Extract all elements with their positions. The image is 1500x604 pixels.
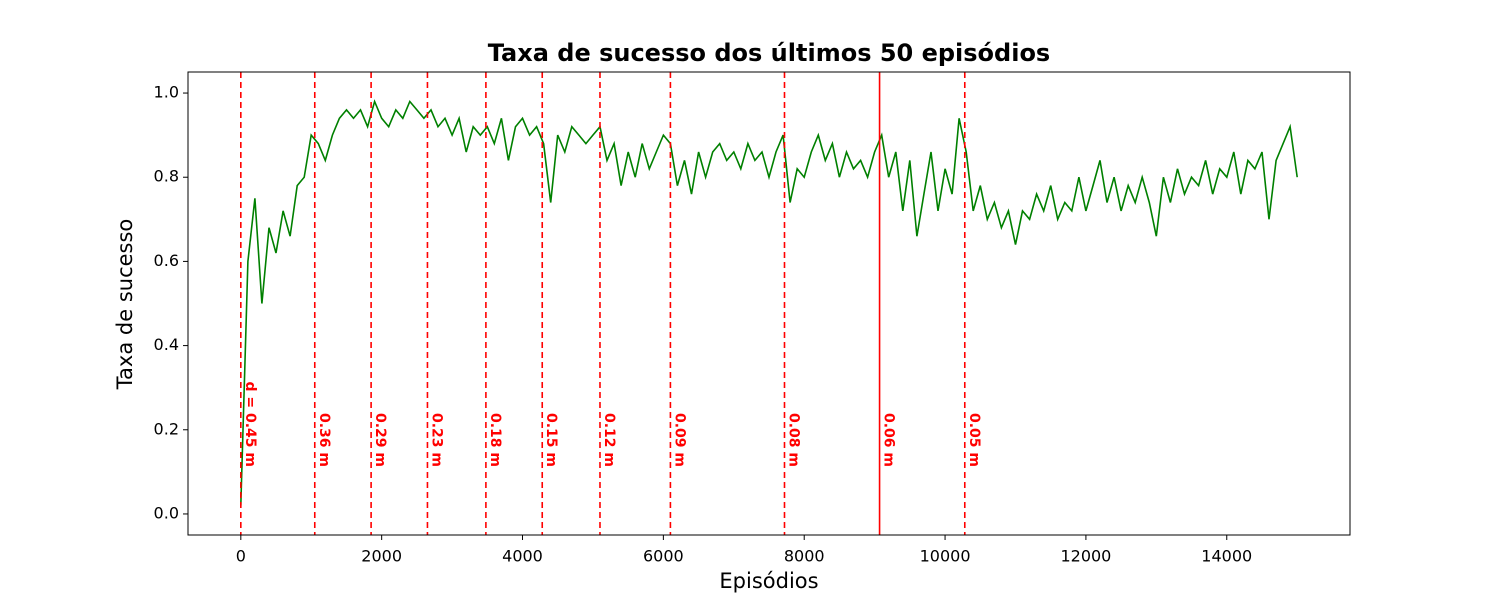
x-tick-label: 10000 <box>920 547 971 566</box>
plot-frame <box>187 71 1351 536</box>
threshold-label: 0.09 m <box>671 413 687 467</box>
x-tick-label: 8000 <box>784 547 825 566</box>
threshold-label: 0.23 m <box>428 413 444 467</box>
threshold-label: 0.36 m <box>316 413 332 467</box>
threshold-label: 0.06 m <box>881 413 897 467</box>
x-tick-label: 0 <box>236 547 246 566</box>
x-tick-label: 12000 <box>1060 547 1111 566</box>
y-axis-label: Taxa de sucesso <box>113 219 137 391</box>
x-tick-label: 2000 <box>361 547 402 566</box>
data-line <box>240 99 1298 506</box>
x-tick-label: 6000 <box>643 547 684 566</box>
x-axis-label: Episódios <box>719 569 818 593</box>
y-tick-label: 0.2 <box>154 419 179 438</box>
y-tick-label: 0.8 <box>154 167 179 186</box>
x-tick-label: 4000 <box>502 547 543 566</box>
threshold-label: d = 0.45 m <box>242 381 258 467</box>
threshold-label: 0.15 m <box>543 413 559 467</box>
threshold-label: 0.12 m <box>601 413 617 467</box>
x-tick-label: 14000 <box>1201 547 1252 566</box>
threshold-label: 0.08 m <box>785 413 801 467</box>
chart-title: Taxa de sucesso dos últimos 50 episódios <box>488 39 1050 67</box>
threshold-label: 0.05 m <box>966 413 982 467</box>
y-tick-label: 0.4 <box>154 335 179 354</box>
y-tick-label: 1.0 <box>154 83 179 102</box>
y-tick-label: 0.0 <box>154 503 179 522</box>
threshold-label: 0.29 m <box>372 413 388 467</box>
threshold-label: 0.18 m <box>487 413 503 467</box>
y-tick-label: 0.6 <box>154 251 179 270</box>
